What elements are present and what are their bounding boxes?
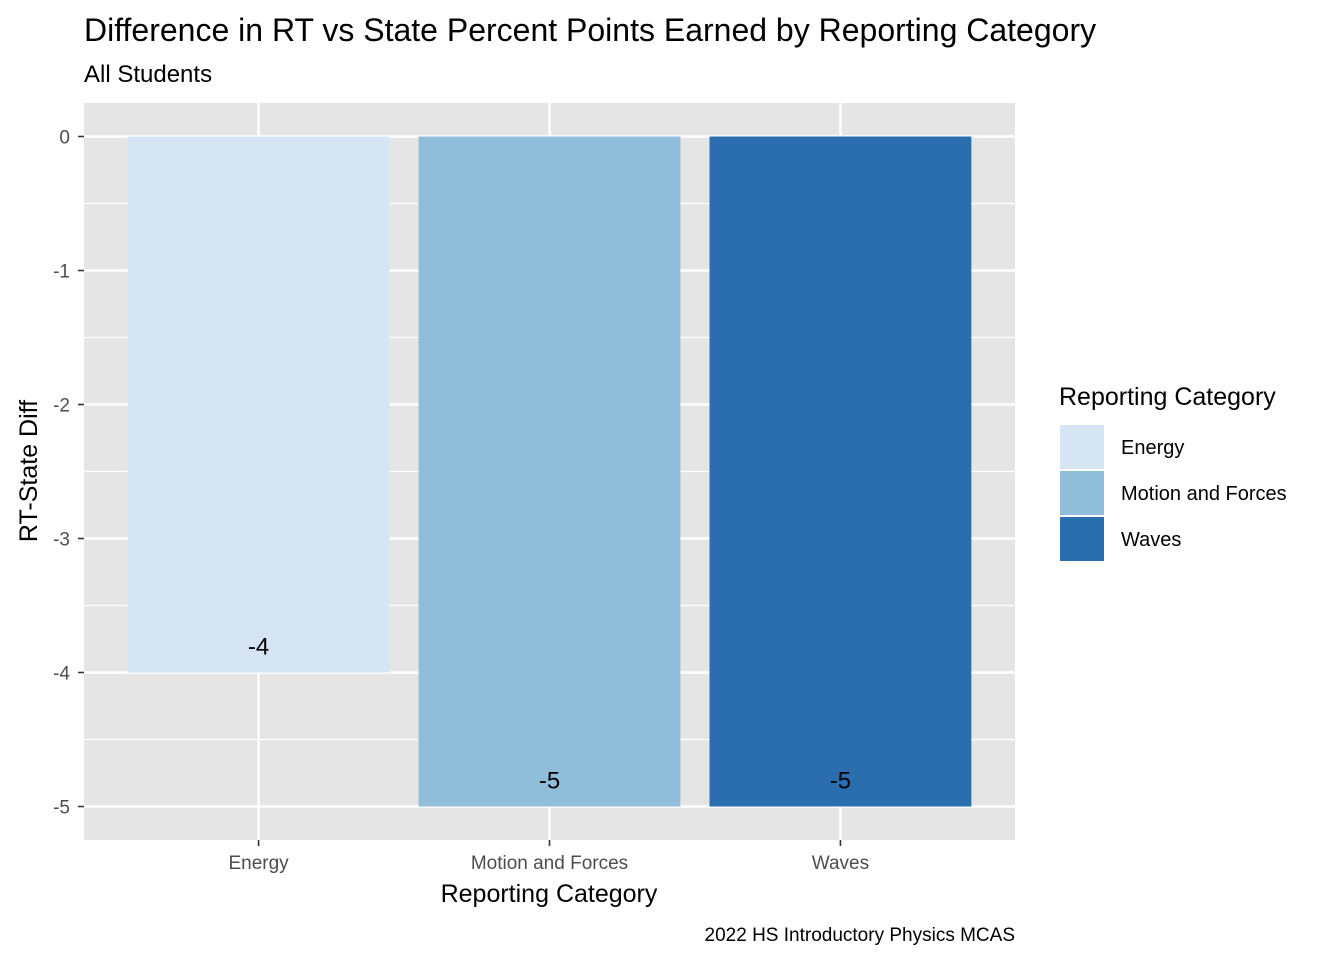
bars xyxy=(127,136,972,807)
bar-labels: -4 -5 -5 xyxy=(248,634,851,795)
bar-motion-and-forces xyxy=(418,136,681,807)
legend-label: Energy xyxy=(1121,437,1184,459)
bar-waves xyxy=(709,136,972,807)
y-tick-label: -3 xyxy=(53,530,70,551)
y-tick-label: -2 xyxy=(53,396,70,417)
legend-title: Reporting Category xyxy=(1059,383,1276,411)
bar-energy xyxy=(127,136,390,673)
y-axis: 0 -1 -2 -3 -4 -5 xyxy=(53,128,84,819)
x-axis-title: Reporting Category xyxy=(441,880,658,908)
bar-value-label: -5 xyxy=(830,768,851,795)
y-tick-label: -4 xyxy=(53,664,70,685)
x-tick-label: Energy xyxy=(228,853,289,874)
legend-key xyxy=(1058,423,1106,471)
x-axis: Energy Motion and Forces Waves xyxy=(228,840,869,874)
x-tick-label: Motion and Forces xyxy=(471,853,628,874)
legend-label: Waves xyxy=(1121,529,1181,551)
bar-value-label: -4 xyxy=(248,634,269,661)
y-tick-label: -5 xyxy=(53,798,70,819)
y-tick-label: -1 xyxy=(53,262,70,283)
legend-key xyxy=(1058,515,1106,563)
legend-label: Motion and Forces xyxy=(1121,483,1287,505)
y-tick-label: 0 xyxy=(59,128,70,149)
chart-title: Difference in RT vs State Percent Points… xyxy=(84,12,1096,48)
chart-subtitle: All Students xyxy=(84,61,212,88)
chart-caption: 2022 HS Introductory Physics MCAS xyxy=(705,925,1015,946)
legend: Reporting Category Energy Motion and Forc… xyxy=(1058,383,1287,563)
y-axis-title: RT-State Diff xyxy=(15,400,43,542)
legend-key xyxy=(1058,469,1106,517)
bar-value-label: -5 xyxy=(539,768,560,795)
x-tick-label: Waves xyxy=(812,853,869,874)
